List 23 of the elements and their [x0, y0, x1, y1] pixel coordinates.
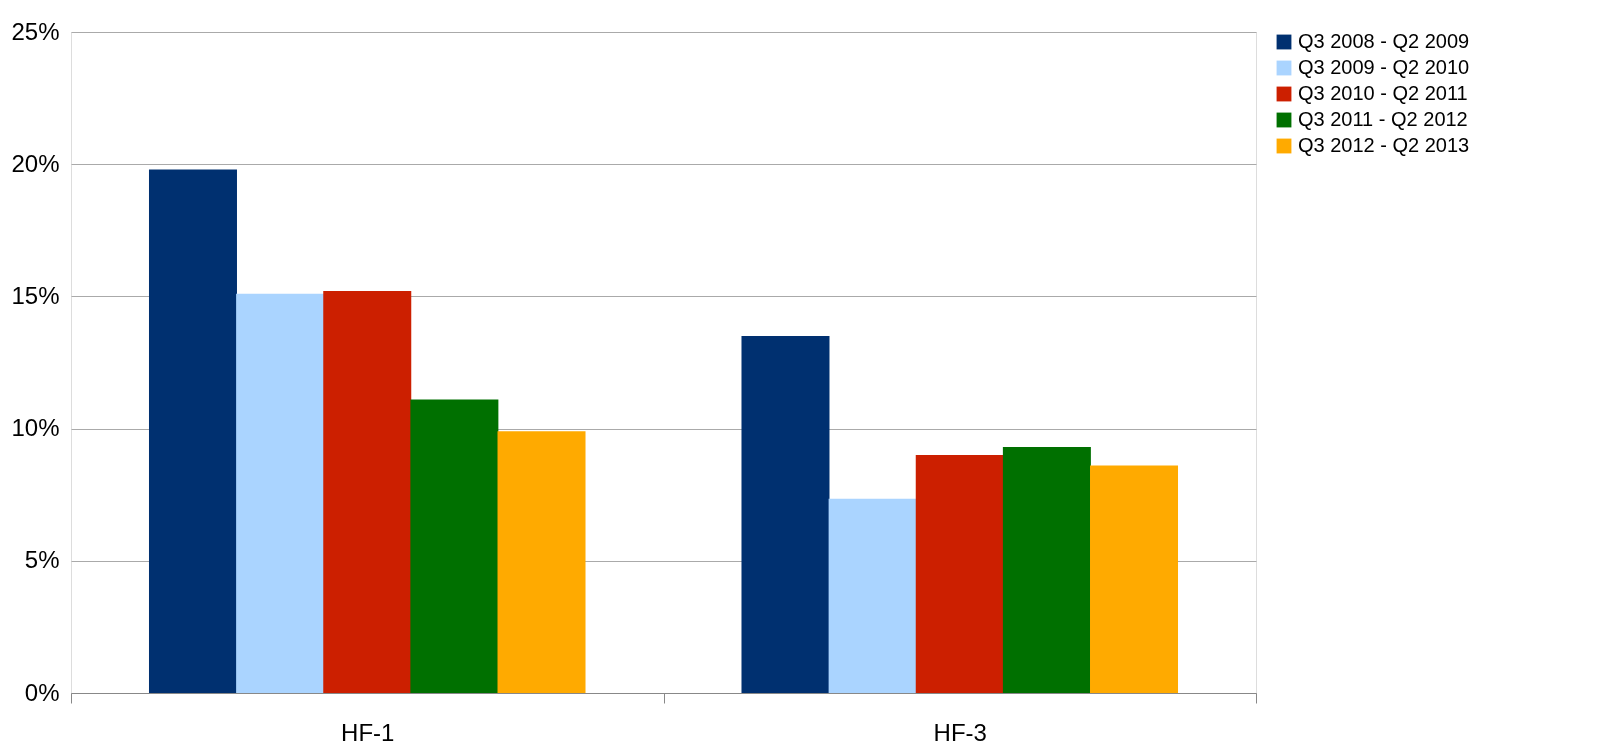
- bar: [828, 498, 917, 693]
- x-tick-label: HF-1: [341, 718, 395, 746]
- bar: [741, 336, 830, 693]
- y-tick-label: 0%: [24, 678, 60, 706]
- bar: [915, 455, 1004, 693]
- bar: [323, 291, 412, 693]
- y-tick-label: 10%: [11, 414, 60, 442]
- bar: [236, 293, 325, 693]
- legend-label: Q3 2009 - Q2 2010: [1298, 56, 1470, 78]
- y-tick-label: 15%: [11, 281, 60, 309]
- bar: [1090, 465, 1179, 693]
- y-tick-label: 25%: [11, 17, 60, 45]
- legend-label: Q3 2012 - Q2 2013: [1298, 134, 1470, 156]
- legend-label: Q3 2008 - Q2 2009: [1298, 30, 1470, 52]
- y-tick-label: 20%: [11, 149, 60, 177]
- legend-label: Q3 2010 - Q2 2011: [1298, 82, 1468, 104]
- y-tick-label: 5%: [24, 546, 60, 574]
- legend-label: Q3 2011 - Q2 2012: [1298, 108, 1468, 130]
- bar: [497, 431, 586, 693]
- bar: [148, 169, 237, 693]
- x-tick-label: HF-3: [933, 718, 987, 746]
- bar: [410, 399, 499, 693]
- bar: [1002, 447, 1091, 693]
